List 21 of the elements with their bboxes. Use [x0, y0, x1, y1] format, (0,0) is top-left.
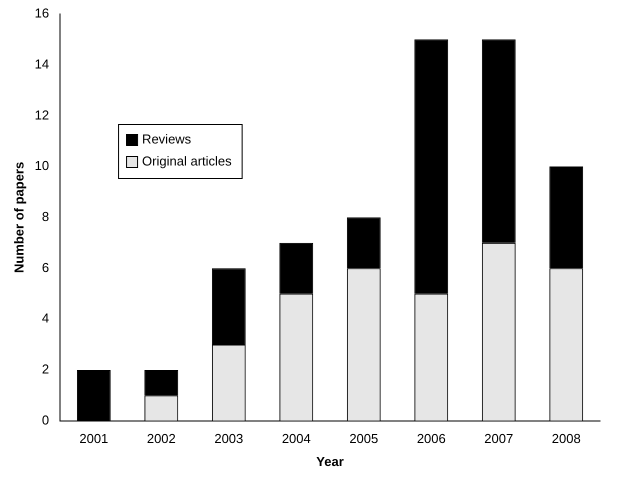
y-tick-label: 2: [42, 362, 50, 377]
x-tick-label: 2005: [349, 431, 378, 446]
x-tick-label: 2008: [552, 431, 581, 446]
x-tick-label: 2004: [282, 431, 311, 446]
y-tick-label: 6: [42, 260, 50, 275]
y-tick-label: 4: [42, 310, 50, 326]
x-tick-label: 2006: [416, 431, 446, 446]
y-tick-label: 10: [34, 158, 50, 174]
y-tick-label: 16: [34, 6, 50, 21]
x-tick-label: 2003: [214, 431, 244, 446]
x-tick-label: 2007: [484, 431, 514, 446]
y-axis-title: Number of papers: [11, 162, 26, 274]
y-tick-label: 0: [42, 412, 50, 428]
legend-label: Original articles: [142, 154, 232, 169]
y-tick-label: 14: [34, 56, 50, 72]
x-tick-label: 2001: [79, 431, 108, 446]
x-axis-title: Year: [316, 454, 344, 469]
y-tick-label: 8: [42, 208, 50, 224]
y-tick-label: 12: [34, 107, 50, 122]
legend-label: Reviews: [142, 132, 192, 147]
x-tick-label: 2002: [146, 431, 176, 446]
